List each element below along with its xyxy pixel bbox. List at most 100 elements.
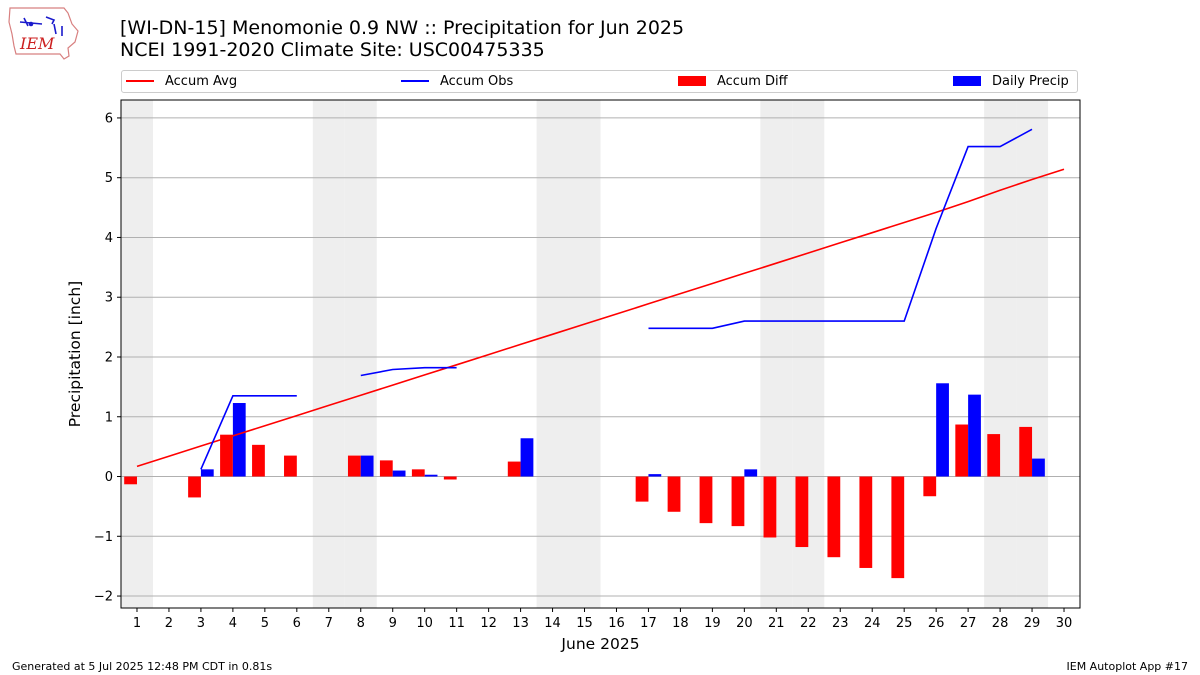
x-tick-label: 17 [640,616,657,631]
chart-subtitle: NCEI 1991-2020 Climate Site: USC00475335 [120,39,545,61]
iem-logo: IEM [8,7,79,60]
x-tick-label: 29 [1024,616,1041,631]
accum-diff-bar-day-6 [284,455,297,477]
weekend-shade-day-28 [984,100,1017,608]
x-tick-label: 8 [357,616,365,631]
accum-avg-line-segment-1 [136,168,1065,468]
legend-item-accum-diff: Accum Diff [678,74,788,90]
legend-item-daily-precip: Daily Precip [953,74,1069,90]
y-tick-label: 0 [105,470,113,485]
accum-diff-bar-day-25 [891,476,905,579]
accum-diff-bar-day-24 [859,476,873,568]
accum-diff-bar-day-27 [955,424,969,477]
weekend-shade-day-7 [312,100,345,608]
accum-diff-bar-day-4 [220,434,233,477]
y-tick-label: 3 [105,291,113,306]
daily-precip-bar-day-29 [1032,458,1045,477]
y-tick-label: 2 [105,350,113,365]
legend-item-accum-avg: Accum Avg [126,74,237,90]
x-tick-label: 20 [736,616,753,631]
weekend-shade-day-21 [760,100,793,608]
weekend-shade-day-1 [121,100,153,608]
legend-label-accum-avg: Accum Avg [165,74,238,89]
accum-diff-bar-day-17 [635,476,649,502]
accum-obs-line-segment-1 [200,394,297,470]
x-tick-label: 16 [608,616,625,631]
y-tick-label: 4 [105,231,113,246]
daily-precip-bar-day-3 [200,469,214,477]
x-tick-label: 26 [928,616,945,631]
daily-precip-bar-day-26 [936,383,949,477]
accum-diff-bar-day-8 [347,455,361,477]
y-tick-label: 1 [105,410,113,425]
daily-precip-bar-day-4 [232,403,246,477]
daily-precip-bar-day-17 [648,474,662,477]
y-axis-label: Precipitation [inch] [66,281,84,427]
x-tick-label: 21 [768,616,785,631]
accum-diff-bar-day-29 [1019,426,1033,477]
x-tick-label: 7 [325,616,333,631]
daily-precip-bar-day-13 [520,438,534,477]
x-axis-label: June 2025 [560,635,639,653]
weekend-shade-day-22 [792,100,825,608]
iowa-outline-shape [8,7,79,60]
accum-diff-bar-day-13 [507,461,521,477]
accum-diff-bar-day-20 [731,476,745,527]
x-tick-label: 5 [261,616,269,631]
weekend-shade-day-8 [344,100,377,608]
accum-diff-bar-day-5 [252,444,265,477]
accum-diff-bar-day-26 [923,476,937,497]
accum-diff-bar-day-1 [124,476,137,485]
x-tick-label: 6 [293,616,301,631]
x-tick-label: 13 [512,616,529,631]
accum-diff-bar-day-19 [699,476,713,524]
daily-precip-bar-day-20 [744,469,758,477]
y-tick-label: 5 [105,171,113,186]
accum-diff-bar-day-21 [763,476,777,538]
x-tick-label: 30 [1056,616,1073,631]
accum-obs-line-segment-3 [648,128,1033,330]
x-tick-label: 24 [864,616,881,631]
legend-swatch-accum-diff [678,75,706,86]
y-tick-label: −2 [94,590,113,605]
accum-diff-bar-day-10 [411,469,425,477]
logo-text: IEM [19,34,55,53]
generated-note: Generated at 5 Jul 2025 12:48 PM CDT in … [12,660,273,673]
x-tick-label: 18 [672,616,689,631]
legend-item-accum-obs: Accum Obs [401,74,513,90]
legend-swatch-accum-obs [401,79,429,82]
accum-diff-bar-day-22 [795,476,809,548]
x-tick-label: 15 [576,616,593,631]
y-tick-label: −1 [94,530,113,545]
x-tick-label: 12 [480,616,497,631]
daily-precip-bar-day-27 [968,394,981,477]
legend-label-accum-diff: Accum Diff [717,74,788,89]
chart-title: [WI-DN-15] Menomonie 0.9 NW :: Precipita… [120,17,685,39]
x-tick-label: 28 [992,616,1009,631]
x-tick-label: 1 [133,616,141,631]
x-tick-label: 4 [229,616,237,631]
plot-frame [120,99,1081,609]
accum-obs-line-segment-2 [360,366,457,377]
x-tick-label: 3 [197,616,205,631]
accum-diff-bar-day-11 [443,476,457,480]
anemometer-cup-icon [28,21,34,27]
x-tick-label: 23 [832,616,849,631]
x-tick-label: 14 [544,616,561,631]
legend-swatch-accum-avg [126,79,154,82]
x-tick-label: 22 [800,616,817,631]
daily-precip-bar-day-10 [424,474,438,477]
accum-diff-bar-day-28 [987,434,1001,477]
daily-precip-bar-day-9 [392,470,406,477]
accum-diff-bar-day-23 [827,476,841,558]
accum-diff-bar-day-18 [667,476,681,512]
y-tick-label: 6 [105,111,113,126]
x-tick-label: 2 [165,616,173,631]
weekend-shade-day-29 [1016,100,1049,608]
weekend-shade-day-15 [568,100,601,608]
x-tick-label: 9 [389,616,397,631]
x-tick-label: 11 [448,616,465,631]
x-tick-label: 19 [704,616,721,631]
x-tick-label: 10 [416,616,433,631]
